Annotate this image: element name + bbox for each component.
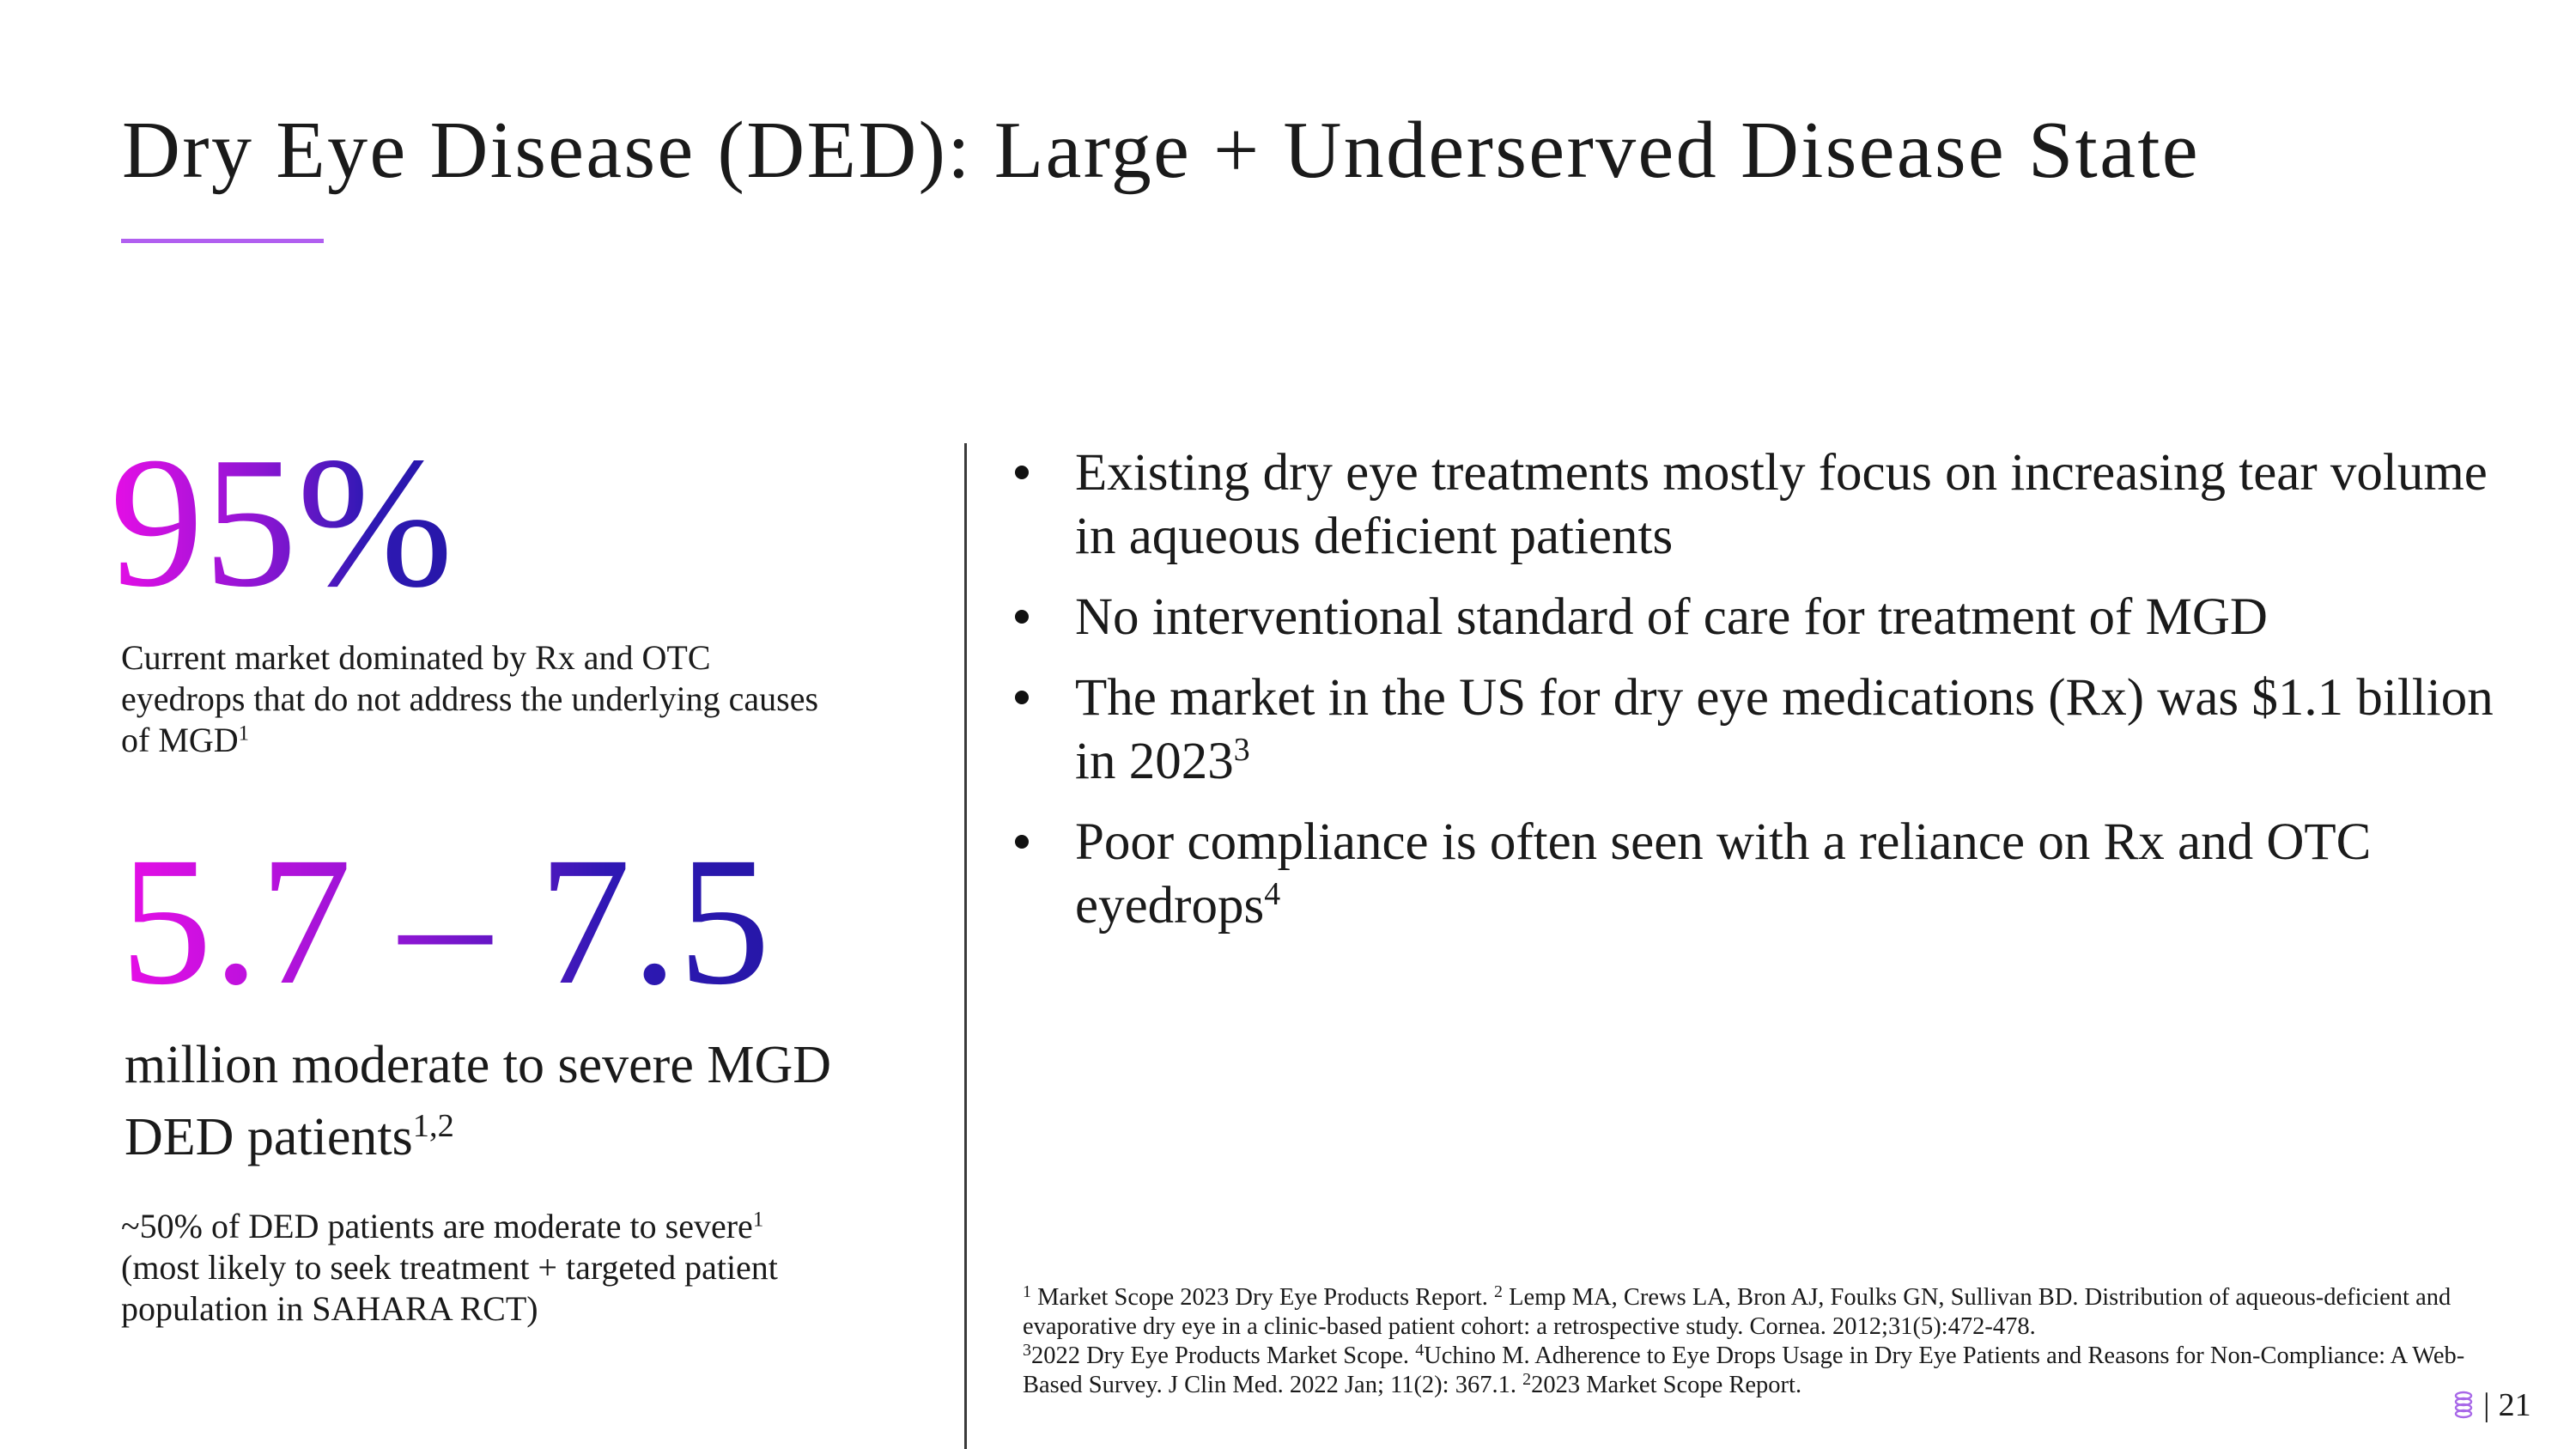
footnote-ref: 1 xyxy=(752,1208,764,1232)
note-line1: ~50% of DED patients are moderate to sev… xyxy=(121,1207,753,1245)
ref-mark: 2 xyxy=(1494,1282,1503,1302)
ref-3: 2022 Dry Eye Products Market Scope. xyxy=(1030,1342,1416,1369)
key-points-list: Existing dry eye treatments mostly focus… xyxy=(1005,441,2499,955)
bullet-item: No interventional standard of care for t… xyxy=(1005,586,2499,649)
stat-range-desc-text: million moderate to severe MGD DED patie… xyxy=(125,1036,832,1166)
slide-title: Dry Eye Disease (DED): Large + Underserv… xyxy=(122,106,2200,195)
page-number: 21 xyxy=(2498,1387,2531,1423)
footnote-ref: 1 xyxy=(238,721,250,746)
column-divider xyxy=(964,443,967,1449)
bullet-dot-icon xyxy=(1015,691,1029,704)
stat-range-description: million moderate to severe MGD DED patie… xyxy=(125,1029,897,1173)
ref-4: Uchino M. Adherence to Eye Drops Usage i… xyxy=(1023,1342,2465,1398)
bullet-text: Poor compliance is often seen with a rel… xyxy=(1075,813,2372,935)
note-rest: (most likely to seek treatment + targete… xyxy=(121,1248,778,1328)
bullet-dot-icon xyxy=(1015,610,1029,624)
bullet-item: The market in the US for dry eye medicat… xyxy=(1005,667,2499,794)
ref-5: 2023 Market Scope Report. xyxy=(1531,1372,1802,1398)
bullet-text: The market in the US for dry eye medicat… xyxy=(1075,669,2494,790)
stat-95-desc-text: Current market dominated by Rx and OTC e… xyxy=(121,638,819,759)
ref-mark: 3 xyxy=(1023,1341,1031,1361)
bullet-dot-icon xyxy=(1015,466,1029,479)
bullet-text: Existing dry eye treatments mostly focus… xyxy=(1075,444,2488,565)
page-separator: | xyxy=(2483,1387,2490,1423)
stacked-rings-logo-icon xyxy=(2454,1391,2473,1419)
bullet-item: Poor compliance is often seen with a rel… xyxy=(1005,811,2499,938)
title-accent-rule xyxy=(121,239,324,243)
footnote-ref: 1,2 xyxy=(412,1107,454,1144)
references-footnotes: 1 Market Scope 2023 Dry Eye Products Rep… xyxy=(1023,1283,2517,1400)
bullet-text: No interventional standard of care for t… xyxy=(1075,588,2268,646)
stat-95-percent: 95% xyxy=(110,419,453,626)
page-footer: | 21 xyxy=(2452,1386,2531,1424)
bullet-dot-icon xyxy=(1015,835,1029,849)
stat-95-description: Current market dominated by Rx and OTC e… xyxy=(121,637,825,761)
ref-mark: 4 xyxy=(1415,1341,1425,1361)
stat-patient-range: 5.7 – 7.5 xyxy=(120,819,771,1023)
ref-2: Lemp MA, Crews LA, Bron AJ, Foulks GN, S… xyxy=(1023,1284,2451,1340)
bullet-item: Existing dry eye treatments mostly focus… xyxy=(1005,441,2499,569)
footnote-ref: 3 xyxy=(1233,732,1250,769)
stat-range-note: ~50% of DED patients are moderate to sev… xyxy=(121,1206,911,1330)
ref-mark: 1 xyxy=(1023,1282,1031,1302)
ref-1: Market Scope 2023 Dry Eye Products Repor… xyxy=(1030,1284,1494,1311)
footnote-ref: 4 xyxy=(1264,876,1281,913)
ref-mark: 2 xyxy=(1522,1370,1532,1390)
